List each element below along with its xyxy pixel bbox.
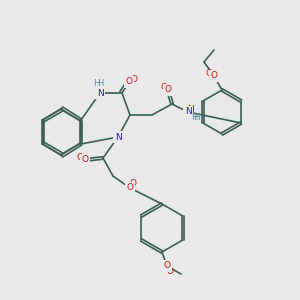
Text: O: O xyxy=(125,77,133,86)
Text: O: O xyxy=(130,74,137,83)
Text: O: O xyxy=(160,83,167,92)
Text: H: H xyxy=(94,79,100,88)
Text: O: O xyxy=(82,155,88,164)
Text: N: N xyxy=(115,134,122,143)
Text: H: H xyxy=(191,113,197,122)
Text: N: N xyxy=(184,107,191,116)
Text: O: O xyxy=(164,262,170,271)
Text: N: N xyxy=(115,133,122,142)
Text: N: N xyxy=(115,133,122,142)
Text: O: O xyxy=(167,266,173,275)
Text: O: O xyxy=(211,71,218,80)
Text: N: N xyxy=(97,88,104,98)
Text: O: O xyxy=(76,154,83,163)
Text: O: O xyxy=(164,85,172,94)
Text: H: H xyxy=(97,80,103,88)
Text: O: O xyxy=(127,184,134,193)
Text: N: N xyxy=(97,88,104,98)
Text: O: O xyxy=(130,178,136,188)
Text: N: N xyxy=(184,107,191,116)
Text: H: H xyxy=(193,112,200,122)
Text: N: N xyxy=(97,88,104,98)
Text: N: N xyxy=(187,106,194,115)
Text: O: O xyxy=(206,70,212,79)
